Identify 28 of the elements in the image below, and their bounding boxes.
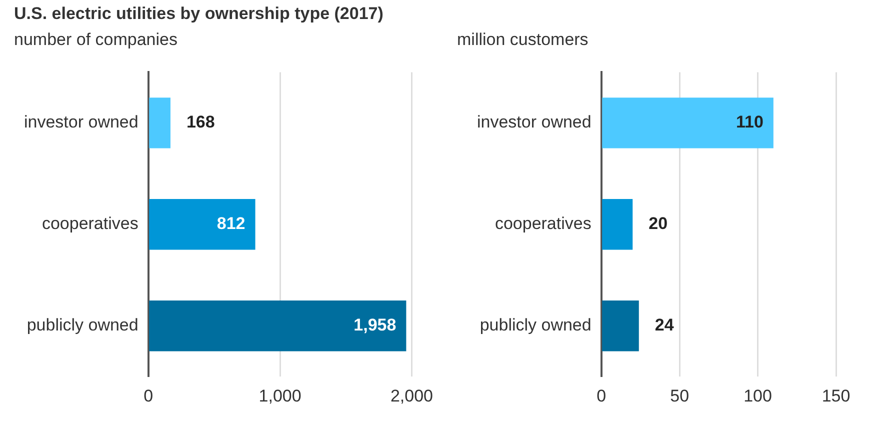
data-label: 20 (648, 214, 668, 234)
y-tick-label: investor owned (24, 112, 138, 132)
chart-subtitle: million customers (457, 30, 588, 50)
bar (149, 98, 170, 148)
data-label: 168 (186, 112, 215, 132)
x-tick-label: 0 (144, 386, 154, 406)
bar (149, 300, 406, 352)
y-tick-label: investor owned (477, 112, 592, 132)
x-tick-label: 150 (822, 386, 850, 406)
x-tick-label: 100 (744, 386, 772, 406)
data-label: 1,958 (354, 316, 396, 335)
y-tick-label: publicly owned (26, 316, 138, 335)
data-label: 812 (216, 214, 246, 234)
y-tick-label: cooperatives (494, 214, 592, 234)
bar (602, 199, 633, 250)
data-label: 110 (736, 112, 764, 132)
x-tick-label: 1,000 (258, 386, 302, 406)
y-tick-label: publicly owned (480, 316, 592, 335)
x-tick-label: 0 (596, 386, 606, 406)
bar (602, 98, 774, 148)
x-tick-label: 2,000 (390, 386, 434, 406)
y-tick-label: cooperatives (42, 214, 138, 234)
data-label: 24 (654, 316, 674, 335)
chart-subtitle: number of companies (14, 30, 178, 50)
x-tick-label: 50 (670, 386, 690, 406)
chart-title: U.S. electric utilities by ownership type (2017) (14, 4, 384, 24)
bar (149, 199, 256, 250)
bar (602, 300, 639, 352)
